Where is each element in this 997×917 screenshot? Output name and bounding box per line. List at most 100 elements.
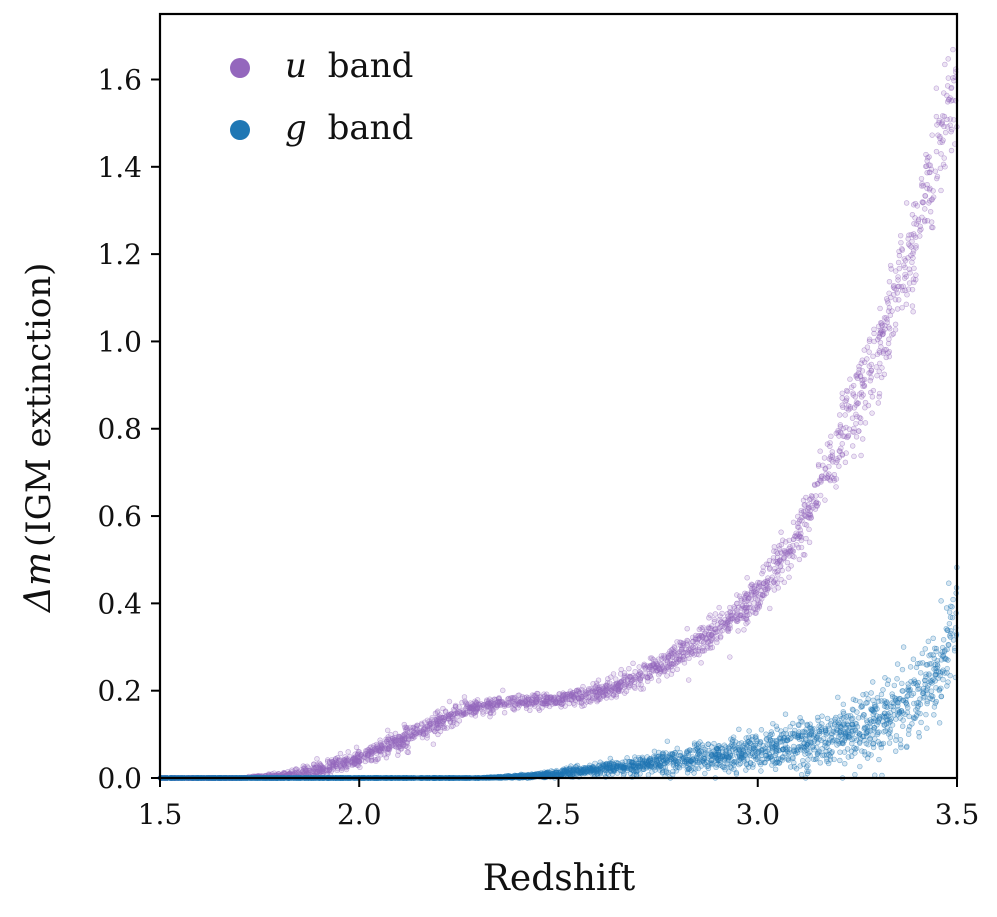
data-point-u-band (886, 301, 891, 306)
data-point-u-band (929, 220, 934, 225)
data-point-u-band (570, 692, 575, 697)
data-point-g-band (833, 715, 838, 720)
data-point-u-band (928, 209, 933, 214)
data-point-u-band (939, 151, 944, 156)
data-point-g-band (913, 716, 918, 721)
data-point-g-band (945, 666, 950, 671)
data-point-u-band (886, 341, 891, 346)
data-point-u-band (802, 503, 807, 508)
data-point-g-band (731, 735, 736, 740)
data-point-u-band (405, 750, 410, 755)
data-point-u-band (512, 697, 517, 702)
data-point-g-band (870, 680, 875, 685)
data-point-u-band (941, 162, 946, 167)
data-point-u-band (613, 677, 618, 682)
data-point-u-band (861, 384, 866, 389)
data-point-g-band (862, 738, 867, 743)
data-point-u-band (402, 722, 407, 727)
data-point-g-band (887, 730, 892, 735)
data-point-u-band (633, 669, 638, 674)
data-point-u-band (943, 130, 948, 135)
data-point-u-band (766, 562, 771, 567)
data-point-u-band (924, 152, 929, 157)
data-point-u-band (850, 444, 855, 449)
data-point-u-band (537, 697, 542, 702)
data-point-u-band (536, 706, 541, 711)
data-point-u-band (752, 584, 757, 589)
data-point-u-band (896, 260, 901, 265)
data-point-u-band (863, 400, 868, 405)
data-point-u-band (545, 699, 550, 704)
data-point-u-band (919, 176, 924, 181)
data-point-g-band (850, 707, 855, 712)
data-point-u-band (843, 460, 848, 465)
data-point-u-band (910, 304, 915, 309)
data-point-u-band (867, 350, 872, 355)
data-point-u-band (441, 715, 446, 720)
data-point-u-band (761, 565, 766, 570)
data-point-u-band (485, 704, 490, 709)
data-point-u-band (922, 218, 927, 223)
data-point-g-band (722, 765, 727, 770)
data-point-g-band (887, 741, 892, 746)
data-point-g-band (871, 745, 876, 750)
data-point-u-band (838, 424, 843, 429)
data-point-u-band (904, 201, 909, 206)
data-point-u-band (868, 390, 873, 395)
data-point-u-band (448, 719, 453, 724)
data-point-g-band (835, 695, 840, 700)
data-point-u-band (656, 678, 661, 683)
data-point-g-band (900, 724, 905, 729)
data-point-u-band (686, 647, 691, 652)
data-point-u-band (900, 288, 905, 293)
data-point-u-band (767, 606, 772, 611)
data-point-u-band (909, 244, 914, 249)
data-point-u-band (495, 700, 500, 705)
data-point-u-band (834, 477, 839, 482)
data-point-u-band (309, 769, 314, 774)
data-point-g-band (886, 678, 891, 683)
data-point-g-band (937, 720, 942, 725)
data-point-g-band (907, 714, 912, 719)
data-point-u-band (871, 354, 876, 359)
data-point-u-band (672, 645, 677, 650)
data-point-u-band (841, 405, 846, 410)
data-point-u-band (775, 570, 780, 575)
data-point-u-band (804, 536, 809, 541)
data-point-u-band (863, 420, 868, 425)
data-point-u-band (882, 315, 887, 320)
data-point-u-band (895, 307, 900, 312)
data-point-u-band (790, 554, 795, 559)
data-point-u-band (696, 637, 701, 642)
data-point-u-band (946, 76, 951, 81)
data-point-u-band (893, 327, 898, 332)
data-point-u-band (837, 448, 842, 453)
data-point-u-band (900, 305, 905, 310)
data-point-u-band (783, 550, 788, 555)
data-point-g-band (929, 661, 934, 666)
data-point-g-band (911, 657, 916, 662)
data-point-u-band (834, 484, 839, 489)
data-point-u-band (448, 713, 453, 718)
data-point-u-band (791, 537, 796, 542)
data-point-u-band (908, 270, 913, 275)
data-point-u-band (584, 695, 589, 700)
data-point-u-band (903, 272, 908, 277)
data-point-u-band (728, 610, 733, 615)
data-point-u-band (859, 390, 864, 395)
data-point-u-band (882, 372, 887, 377)
data-point-u-band (572, 702, 577, 707)
data-point-u-band (807, 540, 812, 545)
data-point-u-band (949, 86, 954, 91)
data-point-u-band (699, 660, 704, 665)
data-point-u-band (870, 411, 875, 416)
data-point-u-band (888, 263, 893, 268)
data-point-g-band (900, 667, 905, 672)
data-point-u-band (568, 697, 573, 702)
data-point-u-band (759, 588, 764, 593)
data-point-u-band (909, 232, 914, 237)
data-point-u-band (927, 187, 932, 192)
data-point-g-band (947, 610, 952, 615)
data-point-g-band (892, 683, 897, 688)
data-point-g-band (899, 745, 904, 750)
